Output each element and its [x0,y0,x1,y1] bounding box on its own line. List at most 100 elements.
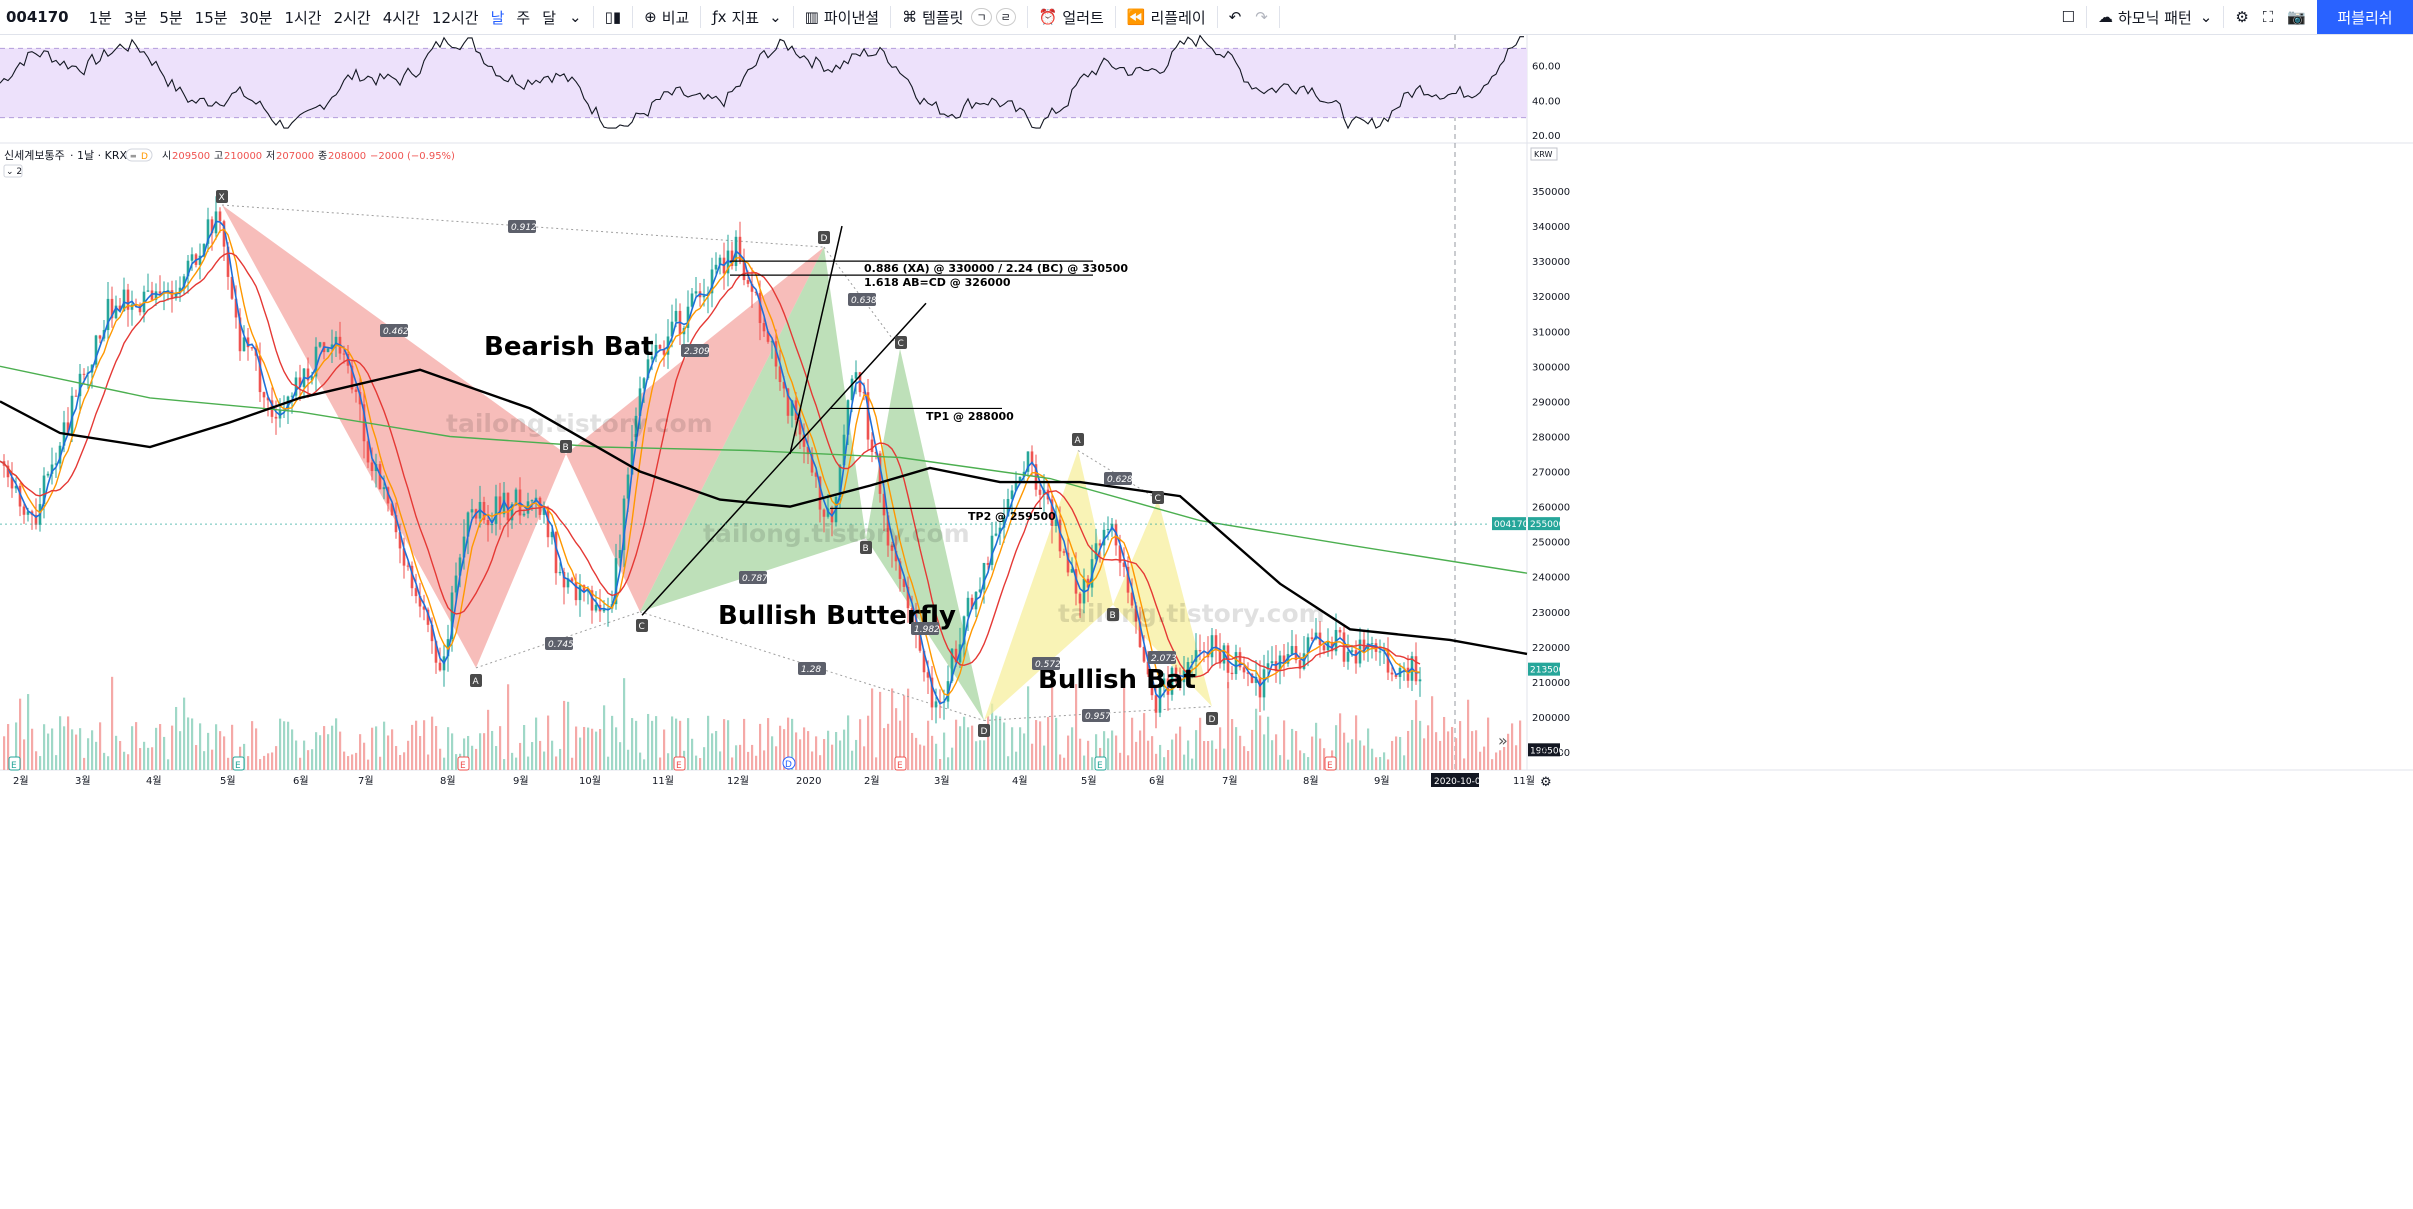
volume-bar [887,723,890,770]
interval-6[interactable]: 2시간 [333,8,371,27]
volume-bar [511,752,514,770]
candle-body [910,608,914,615]
volume-bar [807,731,810,770]
snapshot-button[interactable]: 📷 [2280,0,2313,34]
volume-bar [1511,723,1514,770]
layout-button[interactable]: ☐ [2055,0,2082,34]
compare-button[interactable]: ⊕ 비교 [644,8,690,27]
volume-bar [1027,686,1030,770]
volume-bar [559,748,562,770]
candle-body [1126,566,1130,593]
fullscreen-button[interactable]: ⛶ [2256,0,2281,34]
indicators-button[interactable]: ƒx 지표 ⌄ [712,8,782,27]
volume-bar [943,732,946,770]
chart-type-button[interactable]: ▯▮ [598,0,629,34]
bullish-bat-xab [984,450,1113,721]
earnings-badge-label: E [1327,761,1333,771]
volume-bar [1403,755,1406,770]
candle-body [470,509,474,513]
volume-bar [171,725,174,770]
interval-5[interactable]: 1시간 [284,8,322,27]
price-tick-label: 300000 [1532,362,1570,373]
interval-4[interactable]: 30분 [239,8,273,27]
volume-bar [451,733,454,770]
candle-body [818,476,822,510]
volume-bar [1267,716,1270,770]
volume-bar [935,743,938,770]
chart-background [0,35,2413,771]
volume-bar [747,751,750,770]
candle-body [582,585,586,592]
volume-bar [119,740,122,770]
candle-body [1378,651,1382,653]
interval-11[interactable]: 달 [542,8,557,27]
interval-0[interactable]: 1분 [88,8,112,27]
interval-group: 1분 3분 5분 15분 30분 1시간 2시간 4시간 12시간 날 주 달 [83,0,562,34]
interval-9[interactable]: 날 [490,8,505,27]
volume-bar [1475,730,1478,770]
candle-body [1162,678,1166,688]
rewind-icon: ⏪ [1126,8,1146,26]
volume-bar [27,694,30,770]
volume-bar [371,727,374,770]
volume-bar [583,726,586,770]
undo-button[interactable]: ↶ [1222,0,1249,34]
volume-bar [1311,736,1314,770]
redo-button[interactable]: ↷ [1248,0,1275,34]
candle-body [894,550,898,562]
candle-body [446,639,450,657]
interval-3[interactable]: 15분 [194,8,228,27]
volume-bar [55,755,58,770]
publish-button[interactable]: 퍼블리쉬 [2317,0,2413,34]
candle-body [1266,663,1270,670]
candle-body [114,305,118,319]
candle-body [1270,661,1274,664]
symbol-search[interactable]: 004170 [6,8,69,26]
settings-button[interactable]: ⚙ [2228,0,2255,34]
candle-body [1394,674,1398,677]
candle-body [274,416,278,419]
volume-bar [851,750,854,770]
alert-button[interactable]: ⏰ 얼러트 [1038,8,1104,27]
volume-bar [191,718,194,770]
volume-bar [479,733,482,770]
ma-orange [0,228,1421,697]
interval-10[interactable]: 주 [516,8,531,27]
price-label-box [1528,662,1560,676]
volume-bar [1247,751,1250,770]
candle-body [1366,643,1370,651]
gear-icon: ⚙ [1540,775,1552,790]
interval-8[interactable]: 12시간 [431,8,479,27]
interval-dropdown-icon[interactable]: ⌄ [569,8,582,26]
candle-body [186,260,190,277]
volume-bar [79,728,82,770]
candle-body [750,283,754,292]
volume-bar [1079,738,1082,770]
annotation-text: TP1 @ 288000 [926,410,1014,423]
candle-body [1146,661,1150,675]
legend-ohlc-value: 210000 [224,151,262,162]
candle-body [1198,650,1202,652]
volume-bar [251,721,254,770]
interval-2[interactable]: 5분 [159,8,183,27]
financials-button[interactable]: ▥ 파이낸셜 [804,8,880,27]
harmonic-pattern-button[interactable]: ☁ 하모닉 패턴 ⌄ [2097,8,2213,27]
replay-button[interactable]: ⏪ 리플레이 [1126,8,1206,27]
interval-1[interactable]: 3분 [123,8,148,27]
candle-body [1218,649,1222,664]
candle-body [342,353,346,355]
volume-bar [1083,755,1086,770]
chart-canvas[interactable]: 80.00 60.00 40.00 20.00 E E E E E E E D 0.886 (XA)… [0,35,2413,1209]
candle-body [190,254,194,261]
legend-ohlc-label: 종 [318,150,327,162]
volume-bar [791,718,794,770]
interval-7[interactable]: 4시간 [382,8,420,27]
volume-bar [939,758,942,770]
candle-body [402,548,406,566]
candle-body [1106,528,1110,530]
candle-body [1006,499,1010,517]
volume-bar [1139,730,1142,770]
volume-bar [1455,738,1458,770]
ratio-badge [1082,709,1110,722]
